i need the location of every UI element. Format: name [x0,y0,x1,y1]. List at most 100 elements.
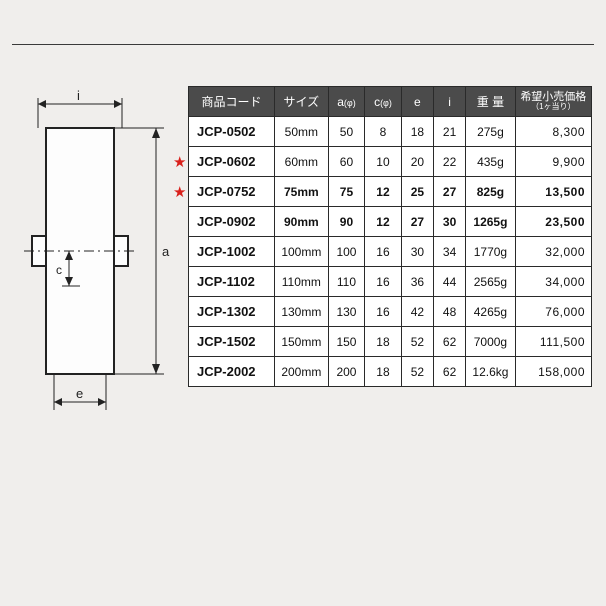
cell-i: 62 [433,357,465,387]
cell-c: 12 [365,207,402,237]
cell-weight: 1770g [466,237,515,267]
cell-code: JCP-0502 [189,117,275,147]
th-code: 商品コード [189,87,275,117]
cell-c: 16 [365,297,402,327]
table-row: JCP-1102110mm1101636442565g34,000 [189,267,592,297]
cell-a: 75 [328,177,365,207]
cell-size: 60mm [274,147,328,177]
technical-drawing: i a c e [14,88,178,428]
cell-e: 20 [401,147,433,177]
cell-price: 158,000 [515,357,591,387]
dim-label-c: c [56,263,62,277]
cell-weight: 2565g [466,267,515,297]
cell-size: 110mm [274,267,328,297]
cell-weight: 435g [466,147,515,177]
cell-code: JCP-1102 [189,267,275,297]
cell-price: 111,500 [515,327,591,357]
cell-i: 44 [433,267,465,297]
rule-top [12,44,594,45]
cell-price: 8,300 [515,117,591,147]
cell-c: 18 [365,327,402,357]
dim-label-i: i [77,88,80,103]
cell-weight: 7000g [466,327,515,357]
cell-weight: 4265g [466,297,515,327]
cell-price: 32,000 [515,237,591,267]
cell-i: 48 [433,297,465,327]
cell-e: 52 [401,327,433,357]
cell-price: 34,000 [515,267,591,297]
th-c: c(φ) [365,87,402,117]
th-a: a(φ) [328,87,365,117]
cell-i: 22 [433,147,465,177]
cell-a: 200 [328,357,365,387]
cell-size: 130mm [274,297,328,327]
cell-price: 9,900 [515,147,591,177]
cell-weight: 275g [466,117,515,147]
cell-size: 200mm [274,357,328,387]
cell-i: 27 [433,177,465,207]
cell-e: 25 [401,177,433,207]
table-row: JCP-1502150mm1501852627000g111,500 [189,327,592,357]
cell-c: 10 [365,147,402,177]
cell-size: 50mm [274,117,328,147]
th-price: 希望小売価格 （1ヶ当り） [515,87,591,117]
cell-i: 30 [433,207,465,237]
cell-code: JCP-1302 [189,297,275,327]
cell-weight: 1265g [466,207,515,237]
cell-e: 18 [401,117,433,147]
cell-code: JCP-0902 [189,207,275,237]
cell-e: 52 [401,357,433,387]
th-size: サイズ [274,87,328,117]
cell-c: 8 [365,117,402,147]
spec-table-wrap: 商品コード サイズ a(φ) c(φ) e i 重 量 希望小売価格 （1ヶ当り… [188,86,592,387]
dim-label-e: e [76,386,83,401]
th-weight: 重 量 [466,87,515,117]
cell-price: 23,500 [515,207,591,237]
cell-size: 90mm [274,207,328,237]
cell-c: 16 [365,267,402,297]
th-i: i [433,87,465,117]
cell-code: JCP-1502 [189,327,275,357]
star-icon: ★ [173,185,186,200]
table-row: JCP-075275mm75122527825g13,500 [189,177,592,207]
cell-size: 100mm [274,237,328,267]
cell-code: JCP-0752 [189,177,275,207]
table-header-row: 商品コード サイズ a(φ) c(φ) e i 重 量 希望小売価格 （1ヶ当り… [189,87,592,117]
cell-c: 12 [365,177,402,207]
cell-c: 18 [365,357,402,387]
cell-e: 27 [401,207,433,237]
table-row: JCP-060260mm60102022435g9,900 [189,147,592,177]
cell-price: 13,500 [515,177,591,207]
cell-a: 110 [328,267,365,297]
cell-code: JCP-2002 [189,357,275,387]
cell-weight: 12.6kg [466,357,515,387]
cell-code: JCP-0602 [189,147,275,177]
cell-e: 30 [401,237,433,267]
cell-a: 90 [328,207,365,237]
drawing-svg: i a c e [14,88,178,428]
table-row: JCP-2002200mm20018526212.6kg158,000 [189,357,592,387]
cell-size: 150mm [274,327,328,357]
table-row: JCP-1002100mm1001630341770g32,000 [189,237,592,267]
cell-e: 36 [401,267,433,297]
cell-c: 16 [365,237,402,267]
cell-i: 34 [433,237,465,267]
cell-weight: 825g [466,177,515,207]
cell-a: 50 [328,117,365,147]
table-row: JCP-050250mm5081821275g8,300 [189,117,592,147]
cell-a: 150 [328,327,365,357]
cell-i: 62 [433,327,465,357]
table-body: JCP-050250mm5081821275g8,300JCP-060260mm… [189,117,592,387]
cell-price: 76,000 [515,297,591,327]
cell-i: 21 [433,117,465,147]
spec-table: 商品コード サイズ a(φ) c(φ) e i 重 量 希望小売価格 （1ヶ当り… [188,86,592,387]
cell-size: 75mm [274,177,328,207]
cell-e: 42 [401,297,433,327]
cell-code: JCP-1002 [189,237,275,267]
cell-a: 130 [328,297,365,327]
table-row: JCP-090290mm901227301265g23,500 [189,207,592,237]
table-row: JCP-1302130mm1301642484265g76,000 [189,297,592,327]
th-e: e [401,87,433,117]
dim-label-a: a [162,244,170,259]
page: i a c e [0,0,606,606]
